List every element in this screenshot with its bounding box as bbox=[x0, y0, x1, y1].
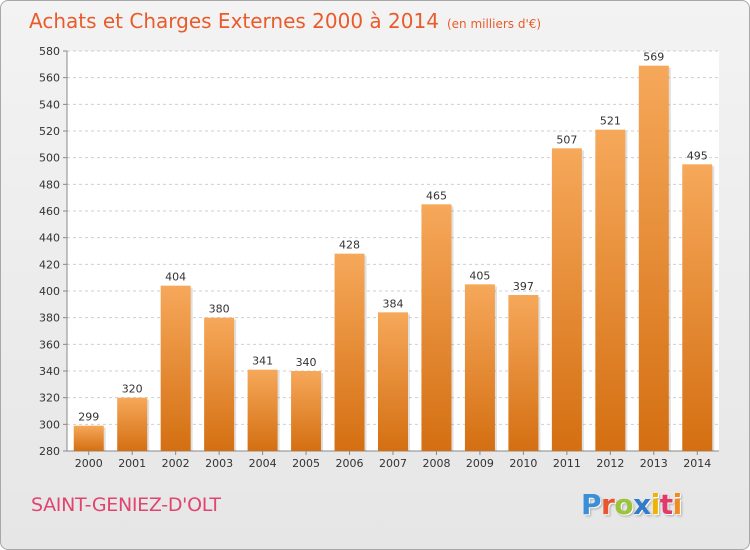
bar bbox=[117, 397, 148, 451]
bar bbox=[73, 425, 104, 451]
y-tick-label: 380 bbox=[39, 312, 60, 325]
x-tick-label: 2011 bbox=[553, 457, 581, 470]
x-tick-label: 2010 bbox=[509, 457, 537, 470]
logo-letter: t bbox=[659, 488, 673, 521]
x-tick-label: 2012 bbox=[596, 457, 624, 470]
y-tick-label: 420 bbox=[39, 258, 60, 271]
data-label: 341 bbox=[252, 355, 273, 368]
data-label: 569 bbox=[643, 51, 664, 64]
data-label: 507 bbox=[556, 133, 577, 146]
logo-letter: i bbox=[672, 488, 683, 521]
bar bbox=[247, 369, 278, 451]
bar bbox=[291, 371, 322, 451]
bar bbox=[334, 253, 365, 451]
bar bbox=[204, 317, 235, 451]
y-tick-label: 360 bbox=[39, 338, 60, 351]
y-tick-label: 320 bbox=[39, 392, 60, 405]
y-tick-label: 340 bbox=[39, 365, 60, 378]
bar bbox=[682, 164, 713, 452]
data-label: 405 bbox=[469, 269, 490, 282]
data-label: 404 bbox=[165, 271, 186, 284]
chart-title: Achats et Charges Externes 2000 à 2014 (e… bbox=[29, 9, 541, 33]
y-tick-label: 480 bbox=[39, 178, 60, 191]
x-tick-label: 2005 bbox=[292, 457, 320, 470]
data-label: 340 bbox=[296, 356, 317, 369]
bar bbox=[421, 204, 452, 451]
data-label: 320 bbox=[122, 383, 143, 396]
data-label: 397 bbox=[513, 280, 534, 293]
x-tick-label: 2004 bbox=[249, 457, 277, 470]
y-tick-label: 580 bbox=[39, 45, 60, 58]
logo-letter: P bbox=[581, 488, 602, 521]
x-tick-label: 2003 bbox=[205, 457, 233, 470]
y-tick-label: 440 bbox=[39, 232, 60, 245]
y-tick-label: 540 bbox=[39, 98, 60, 111]
x-tick-label: 2009 bbox=[466, 457, 494, 470]
logo-letter: r bbox=[601, 488, 615, 521]
data-label: 299 bbox=[78, 411, 99, 424]
proxiti-logo: Proxiti bbox=[581, 488, 682, 521]
x-tick-label: 2013 bbox=[640, 457, 668, 470]
x-tick-label: 2008 bbox=[422, 457, 450, 470]
bar bbox=[464, 284, 495, 451]
y-tick-label: 560 bbox=[39, 72, 60, 85]
x-tick-label: 2007 bbox=[379, 457, 407, 470]
bar bbox=[551, 148, 582, 452]
bar bbox=[160, 285, 191, 451]
chart-title-text: Achats et Charges Externes 2000 à 2014 bbox=[29, 9, 439, 33]
y-tick-label: 280 bbox=[39, 445, 60, 458]
y-tick-label: 400 bbox=[39, 285, 60, 298]
data-label: 380 bbox=[209, 303, 230, 316]
logo-letter: x bbox=[633, 488, 651, 521]
x-tick-label: 2002 bbox=[162, 457, 190, 470]
y-tick-label: 520 bbox=[39, 125, 60, 138]
x-tick-label: 2014 bbox=[683, 457, 711, 470]
city-name: SAINT-GENIEZ-D'OLT bbox=[31, 494, 221, 516]
data-label: 495 bbox=[687, 149, 708, 162]
logo-letter: o bbox=[614, 488, 634, 521]
y-tick-label: 460 bbox=[39, 205, 60, 218]
bar bbox=[508, 295, 539, 451]
bar bbox=[378, 312, 408, 451]
data-label: 521 bbox=[600, 115, 621, 128]
x-tick-label: 2000 bbox=[75, 457, 103, 470]
data-label: 465 bbox=[426, 189, 447, 202]
logo-letter: i bbox=[650, 488, 661, 521]
x-tick-label: 2006 bbox=[336, 457, 364, 470]
x-tick-label: 2001 bbox=[118, 457, 146, 470]
chart-unit: (en milliers d'€) bbox=[446, 17, 542, 31]
data-label: 428 bbox=[339, 239, 360, 252]
bar bbox=[595, 129, 626, 451]
data-label: 384 bbox=[383, 297, 404, 310]
y-tick-label: 500 bbox=[39, 152, 60, 165]
y-tick-label: 300 bbox=[39, 418, 60, 431]
bar bbox=[638, 65, 669, 452]
